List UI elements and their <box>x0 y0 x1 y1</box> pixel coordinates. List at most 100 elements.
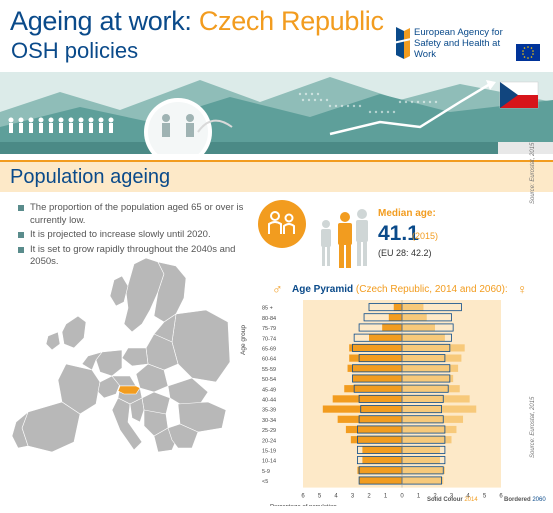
tick-label-age: 50-54 <box>262 377 276 383</box>
tick-label-age: 60-64 <box>262 357 276 363</box>
bullet-list: The proportion of the population aged 65… <box>18 202 248 271</box>
tick-label-age: 75-79 <box>262 326 276 332</box>
tick-label-x: 2 <box>367 494 371 500</box>
tick-label-age: 40-44 <box>262 398 276 404</box>
legend-bordered-label: Bordered <box>504 497 531 503</box>
tick-label-x: 3 <box>450 494 454 500</box>
median-age-year: (2015) <box>412 231 439 241</box>
title-main: Ageing at work: <box>10 6 199 36</box>
tick-label-x: 3 <box>351 494 355 500</box>
bar-male-2014 <box>362 446 402 454</box>
bar-female-2014 <box>402 364 459 372</box>
title-country: Czech Republic <box>198 6 384 36</box>
bullet-item: It is set to grow rapidly throughout the… <box>18 244 248 269</box>
y-axis-title: Age group <box>240 325 247 355</box>
female-icon: ♀ <box>517 281 528 297</box>
tick-label-x: 1 <box>384 494 388 500</box>
tick-label-age: 70-74 <box>262 336 276 342</box>
tick-label-x: 2 <box>433 494 437 500</box>
bar-female-2014 <box>402 385 460 393</box>
tick-label-x: 5 <box>483 494 487 500</box>
tick-label-x: 5 <box>318 494 322 500</box>
pyramid-source: Source: Eurostat, 2015 <box>530 396 536 458</box>
bar-male-2014 <box>352 374 402 383</box>
bar-female-2014 <box>402 436 452 444</box>
bar-female-2014 <box>402 476 444 485</box>
tick-label-age: <5 <box>262 479 268 485</box>
bar-female-2014 <box>402 344 465 352</box>
male-icon: ♂ <box>272 281 283 297</box>
legend-solid: Solid Colour 2014 <box>427 497 478 503</box>
bar-female-2014 <box>402 395 470 403</box>
tick-label-age: 20-24 <box>262 438 276 444</box>
tick-label-x: 4 <box>334 494 338 500</box>
chart-title: Age Pyramid (Czech Republic, 2014 and 20… <box>292 284 508 295</box>
bar-female-2014 <box>402 405 477 413</box>
bar-male-2014 <box>357 466 402 474</box>
bar-female-2014 <box>402 354 462 362</box>
bar-male-2014 <box>393 303 402 311</box>
agency-name: European Agency for Safety and Health at… <box>414 27 503 60</box>
x-axis-title: Percentage of population <box>270 505 337 506</box>
people-icon <box>258 200 306 248</box>
tick-label-age: 80-84 <box>262 316 276 322</box>
median-age-label: Median age: <box>378 208 436 219</box>
bar-female-2014 <box>402 303 424 311</box>
median-source: Source: Eurostat, 2015 <box>530 142 536 204</box>
bar-female-2014 <box>402 425 457 434</box>
tick-label-age: 55-59 <box>262 367 276 373</box>
bar-male-2014 <box>349 354 402 362</box>
bar-male-2014 <box>369 334 402 342</box>
bar-female-2014 <box>402 446 440 454</box>
tick-label-x: 6 <box>499 494 503 500</box>
median-age-eu: (EU 28: 42.2) <box>378 248 432 258</box>
tick-label-age: 15-19 <box>262 449 276 455</box>
bullet-item: It is projected to increase slowly until… <box>18 229 248 242</box>
czech-republic-highlight <box>117 385 141 395</box>
bar-male-2014 <box>347 364 402 372</box>
bar-male-2014 <box>337 415 402 423</box>
chart-title-subtitle: (Czech Republic, 2014 and 2060): <box>353 284 508 295</box>
legend-bordered: Bordered 2060 <box>504 497 546 503</box>
banner-illustration <box>0 72 553 154</box>
tick-label-x: 6 <box>301 494 305 500</box>
bar-male-2014 <box>322 405 402 413</box>
bar-male-2014 <box>388 313 402 321</box>
tick-label-age: 25-29 <box>262 428 276 434</box>
section-header: Population ageing <box>0 160 553 192</box>
bar-male-2014 <box>349 344 402 352</box>
eu-flag-icon <box>516 44 540 61</box>
bar-female-2014 <box>402 415 464 423</box>
tick-label-age: 35-39 <box>262 408 276 414</box>
page-subtitle: OSH policies <box>11 38 139 63</box>
tick-label-x: 1 <box>417 494 421 500</box>
legend-solid-year: 2014 <box>464 497 478 503</box>
bullet-item: The proportion of the population aged 65… <box>18 202 248 227</box>
chart-title-main: Age Pyramid <box>292 284 354 295</box>
bar-female-2014 <box>402 313 427 321</box>
bar-male-2014 <box>345 425 402 434</box>
tick-label-age: 45-49 <box>262 387 276 393</box>
bar-male-2014 <box>359 476 402 485</box>
bar-female-2014 <box>402 466 445 474</box>
tick-label-x: 4 <box>466 494 470 500</box>
header: Ageing at work: Czech Republic OSH polic… <box>0 0 553 72</box>
tick-label-x: 0 <box>400 494 404 500</box>
bar-female-2014 <box>402 374 454 383</box>
legend-bordered-year: 2060 <box>532 497 546 503</box>
bar-male-2014 <box>332 395 402 403</box>
europe-map <box>11 257 231 453</box>
header-banner <box>0 72 553 154</box>
bar-male-2014 <box>362 456 402 464</box>
page-title: Ageing at work: Czech Republic <box>10 6 384 37</box>
bar-female-2014 <box>402 334 445 342</box>
legend-solid-label: Solid Colour <box>427 497 463 503</box>
bar-female-2014 <box>402 323 435 332</box>
bar-female-2014 <box>402 456 440 464</box>
bar-male-2014 <box>382 323 402 332</box>
tick-label-age: 30-34 <box>262 418 276 424</box>
median-figures-icon <box>321 209 368 268</box>
tick-label-age: 10-14 <box>262 459 276 465</box>
median-age-value: 41.1 <box>378 222 419 245</box>
tick-label-age: 65-69 <box>262 347 276 353</box>
